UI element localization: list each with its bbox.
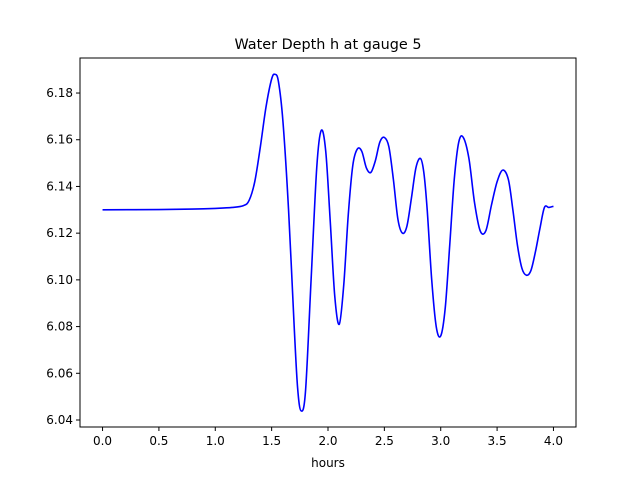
y-tick-label: 6.08: [46, 320, 73, 334]
x-tick-label: 0.0: [93, 434, 112, 448]
series-line-0: [102, 73, 554, 412]
y-tick-label: 6.18: [46, 86, 73, 100]
y-tick-label: 6.10: [46, 273, 73, 287]
x-tick-label: 3.5: [488, 434, 507, 448]
y-tick-label: 6.12: [46, 226, 73, 240]
y-tick-label: 6.04: [46, 413, 73, 427]
x-tick-label: 2.0: [318, 434, 337, 448]
x-axis-ticks: 0.0 0.5 1.0 1.5 2.0 2.5 3.0 3.5 4.0: [93, 427, 563, 448]
y-axis-ticks: 6.04 6.06 6.08 6.10 6.12 6.14 6.16 6.18: [46, 86, 80, 427]
x-tick-label: 2.5: [375, 434, 394, 448]
x-axis-label: hours: [311, 456, 345, 470]
x-tick-label: 0.5: [149, 434, 168, 448]
x-tick-label: 1.0: [206, 434, 225, 448]
y-tick-label: 6.16: [46, 133, 73, 147]
plot-frame: [79, 57, 577, 428]
x-tick-label: 4.0: [544, 434, 563, 448]
chart-title: Water Depth h at gauge 5: [234, 37, 421, 53]
x-tick-label: 3.0: [431, 434, 450, 448]
series-layer: [102, 73, 554, 412]
x-tick-label: 1.5: [262, 434, 281, 448]
y-tick-label: 6.06: [46, 366, 73, 380]
y-tick-label: 6.14: [46, 179, 73, 193]
